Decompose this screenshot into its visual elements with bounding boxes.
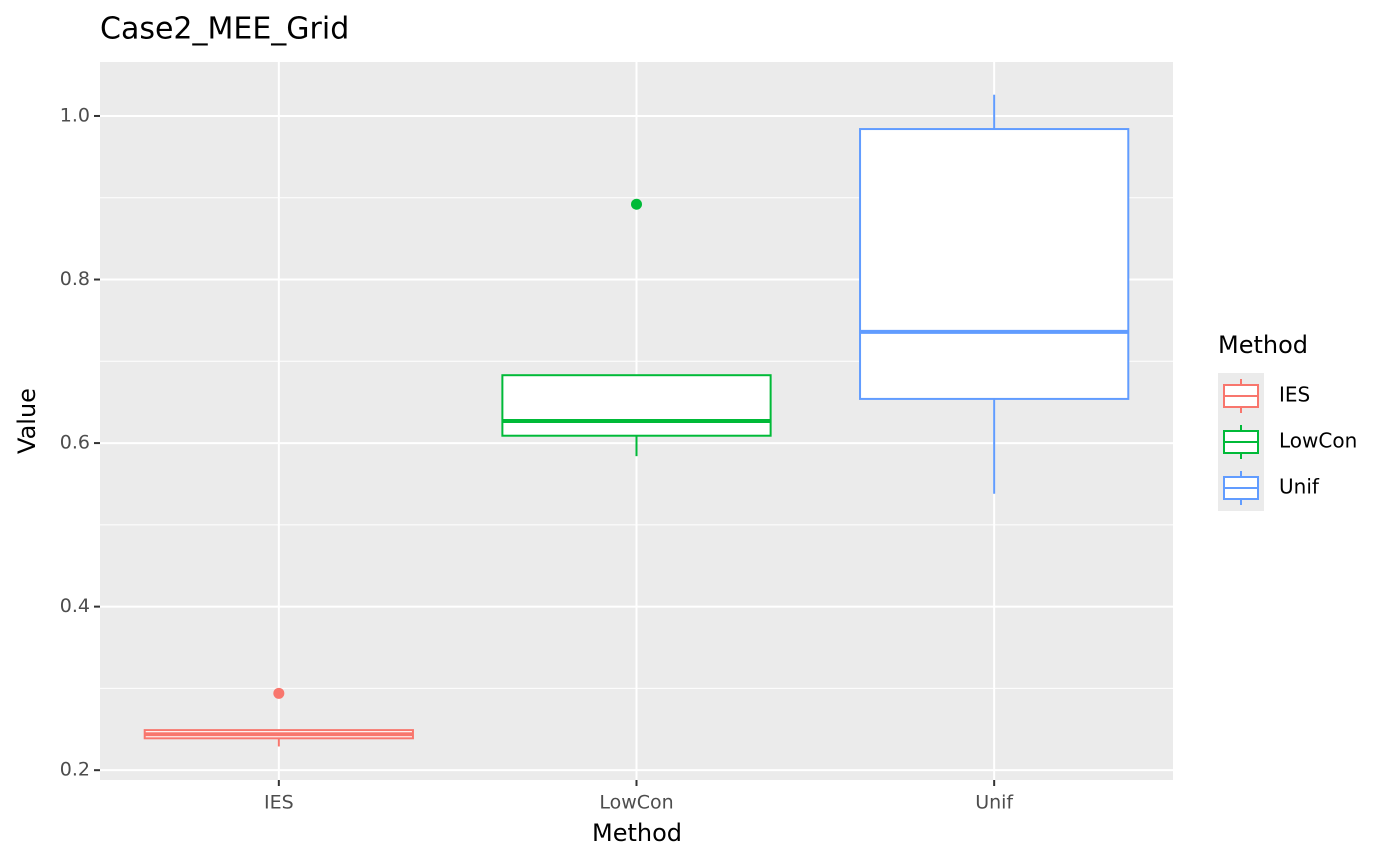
y-tick-label: 0.8 [60, 268, 90, 290]
chart-title: Case2_MEE_Grid [100, 12, 349, 47]
box [501, 374, 772, 437]
legend-title: Method [1218, 331, 1308, 359]
y-axis-title: Value [13, 388, 41, 454]
outlier [631, 198, 642, 210]
x-axis-title: Method [592, 819, 682, 847]
y-tick-label: 0.6 [60, 432, 90, 454]
legend-label: IES [1279, 383, 1310, 407]
box [859, 128, 1130, 400]
x-tick-label: LowCon [599, 792, 673, 814]
y-tick-label: 1.0 [60, 104, 90, 126]
legend-label: Unif [1279, 475, 1320, 499]
outlier [273, 687, 285, 699]
y-tick-label: 0.2 [60, 759, 90, 781]
y-tick-label: 0.4 [60, 595, 90, 617]
legend-label: LowCon [1279, 429, 1357, 453]
x-tick-label: Unif [975, 792, 1014, 814]
x-tick-label: IES [264, 792, 294, 814]
